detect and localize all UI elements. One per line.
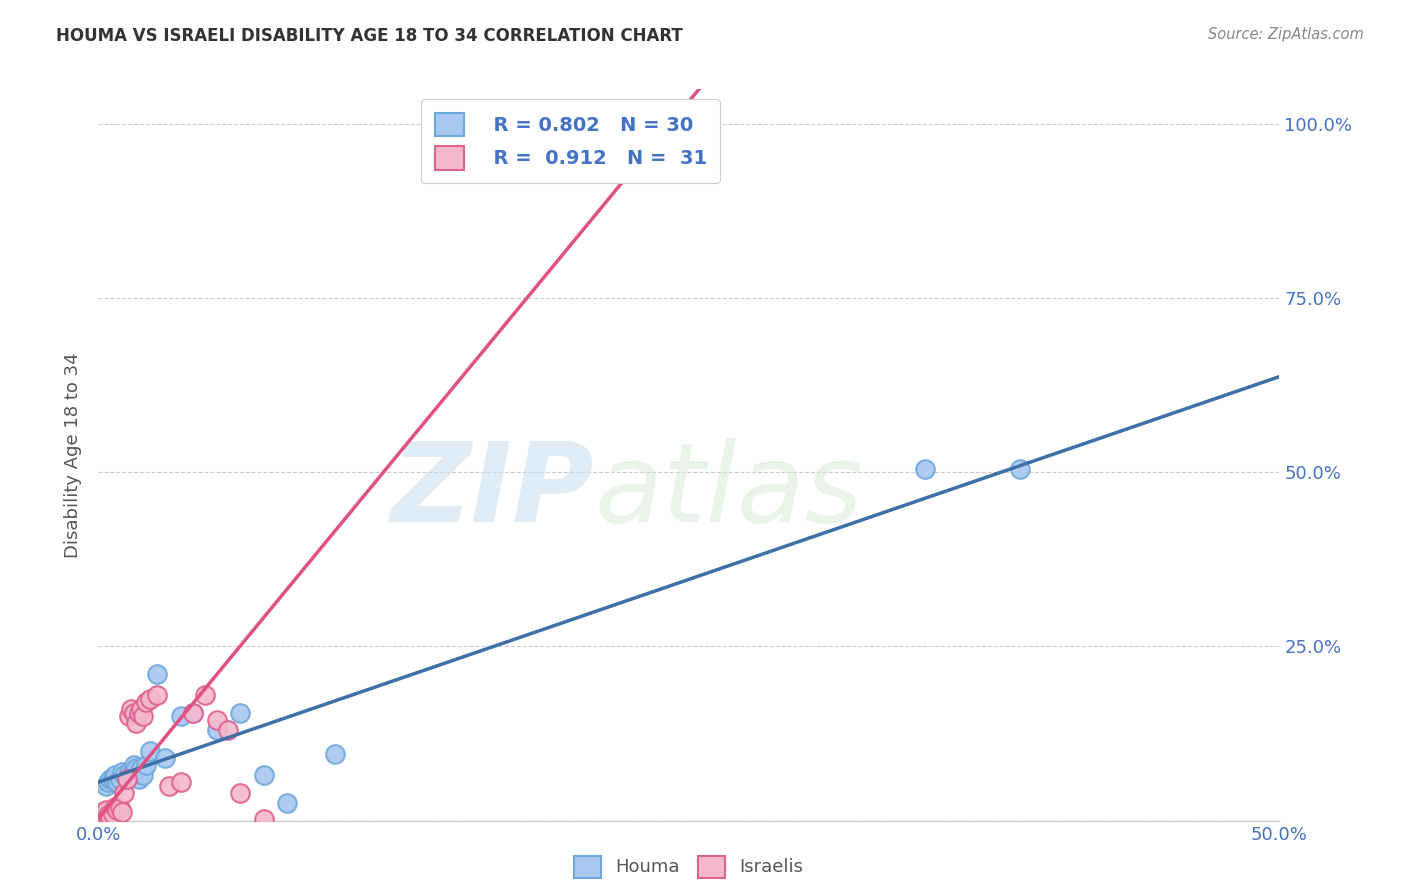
Point [153, 751, 176, 765]
Point [135, 695, 157, 709]
Point [118, 764, 141, 779]
Point [108, 801, 131, 815]
Point [129, 761, 152, 775]
Point [121, 702, 143, 716]
Point [194, 688, 217, 702]
Point [112, 768, 135, 782]
Point [122, 706, 145, 720]
Point [125, 716, 148, 731]
Text: atlas: atlas [595, 438, 863, 545]
Point [108, 772, 131, 786]
Point [139, 744, 162, 758]
Point [181, 706, 204, 720]
Point [105, 803, 128, 817]
Point [101, 806, 124, 821]
Legend: Houma, Israelis: Houma, Israelis [567, 848, 811, 885]
Point [139, 691, 162, 706]
Point [115, 772, 138, 786]
Point [146, 688, 169, 702]
Point [128, 706, 150, 720]
Point [132, 709, 155, 723]
Point [217, 723, 239, 737]
Point [90, 806, 112, 821]
Point [276, 796, 298, 810]
Point [253, 812, 276, 826]
Point [128, 772, 150, 786]
Text: Source: ZipAtlas.com: Source: ZipAtlas.com [1208, 27, 1364, 42]
Point [146, 667, 169, 681]
Point [105, 775, 128, 789]
Point [229, 706, 252, 720]
Point [97, 775, 120, 789]
Point [253, 768, 276, 782]
Point [94, 779, 117, 793]
Point [157, 779, 180, 793]
Point [129, 702, 152, 716]
Point [135, 758, 157, 772]
Point [205, 723, 228, 737]
Point [122, 758, 145, 772]
Point [91, 805, 114, 820]
Point [1008, 462, 1031, 476]
Point [115, 772, 138, 786]
Point [97, 808, 120, 822]
Point [170, 709, 193, 723]
Point [98, 810, 121, 824]
Point [104, 799, 127, 814]
Point [181, 706, 204, 720]
Point [111, 805, 134, 820]
Point [101, 772, 124, 786]
Point [125, 761, 148, 775]
Point [104, 768, 127, 782]
Point [111, 764, 134, 779]
Point [914, 462, 936, 476]
Point [323, 747, 346, 762]
Point [98, 772, 121, 786]
Point [132, 768, 155, 782]
Point [205, 713, 228, 727]
Point [112, 786, 135, 800]
Text: HOUMA VS ISRAELI DISABILITY AGE 18 TO 34 CORRELATION CHART: HOUMA VS ISRAELI DISABILITY AGE 18 TO 34… [56, 27, 683, 45]
Point [560, 117, 582, 131]
Point [170, 775, 193, 789]
Point [94, 803, 117, 817]
Point [121, 768, 143, 782]
Text: ZIP: ZIP [391, 438, 595, 545]
Point [118, 709, 141, 723]
Y-axis label: Disability Age 18 to 34: Disability Age 18 to 34 [65, 352, 83, 558]
Point [229, 786, 252, 800]
